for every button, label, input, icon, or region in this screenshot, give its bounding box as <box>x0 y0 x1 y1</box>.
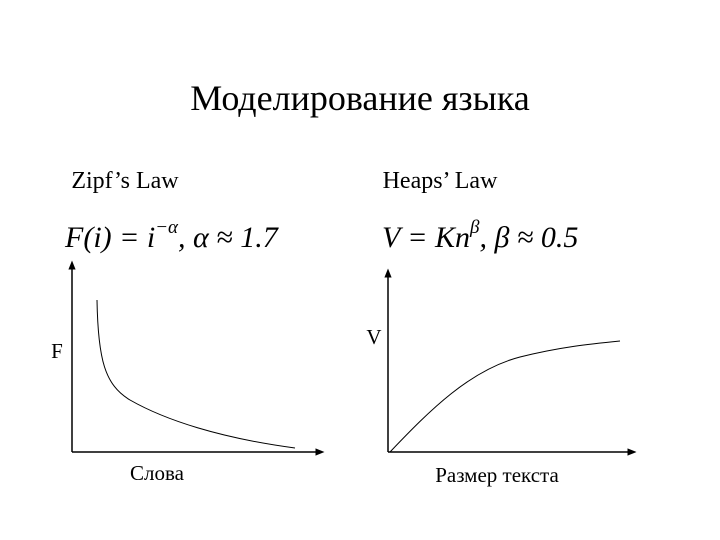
formula-rest: , α ≈ 1.7 <box>178 221 280 254</box>
formula-sup: −α <box>155 217 179 238</box>
panel-heading: Zipf’s Law <box>71 168 179 194</box>
y-label: F <box>51 339 63 363</box>
x-label: Размер текста <box>435 463 559 487</box>
y-label: V <box>366 325 381 349</box>
formula-rest: , β ≈ 0.5 <box>480 221 579 254</box>
title: Моделирование языка <box>190 78 530 118</box>
formula-base: V = Kn <box>382 221 470 254</box>
formula: F(i) = i−α, α ≈ 1.7 <box>64 217 280 254</box>
formula: V = Knβ, β ≈ 0.5 <box>382 217 578 254</box>
x-label: Слова <box>130 461 185 485</box>
panel-heading: Heaps’ Law <box>383 168 499 194</box>
zipf-curve <box>96 299 296 449</box>
heaps-curve <box>389 340 621 453</box>
formula-base: F(i) = i <box>64 221 155 254</box>
formula-sup: β <box>469 217 480 238</box>
